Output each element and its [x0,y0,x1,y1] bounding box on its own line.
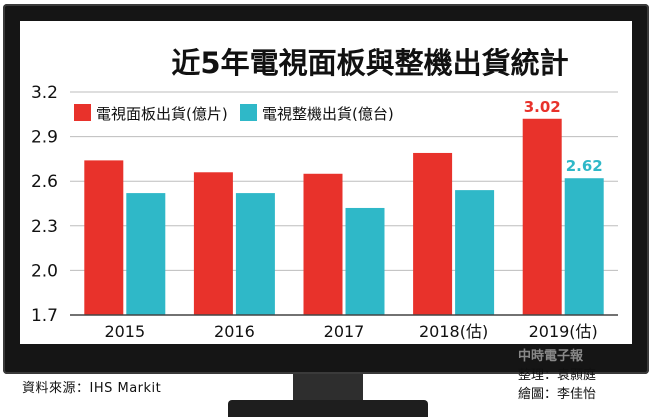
bar-tv-shipments [235,193,275,315]
chart-screen: 3.02 2.62 1.7 2.0 2.3 2.6 2.9 3.2 2015 2016 2017 2… [20,21,632,344]
credits: 中時電子報 整理：袁顥庭 繪圖：李佳怡 [518,347,648,404]
bar-tv-shipments [455,190,495,315]
watermark-logo: 中時電子報 [518,349,584,364]
x-tick-label: 2019(估) [529,322,598,341]
bar-panel-shipments [413,152,453,315]
x-tick-label: 2015 [104,322,145,341]
y-tick-label: 2.0 [31,261,58,281]
monitor-stand-neck [293,374,363,402]
editor-credit: 整理：袁顥庭 [518,368,597,383]
y-tick-label: 2.3 [31,217,58,237]
monitor-frame: 3.02 2.62 1.7 2.0 2.3 2.6 2.9 3.2 2015 2016 2017 2… [3,4,649,374]
bar-tv-shipments [345,207,385,315]
bar-panel-shipments [193,172,233,315]
legend-label: 電視整機出貨(億台) [262,105,394,123]
bar-tv-shipments [126,193,166,315]
bar-chart: 3.02 2.62 1.7 2.0 2.3 2.6 2.9 3.2 2015 2016 2017 2… [31,46,618,341]
x-tick-label: 2017 [324,322,365,341]
y-tick-label: 2.6 [31,172,58,192]
bar-panel-shipments [522,118,562,315]
monitor-stand-base [228,400,428,417]
legend-label: 電視面板出貨(億片) [96,105,228,123]
data-label: 2.62 [566,157,603,175]
y-tick-label: 3.2 [31,83,58,103]
data-label: 3.02 [524,98,561,116]
legend-swatch [74,104,91,121]
bar-panel-shipments [303,173,343,315]
chart-title: 近5年電視面板與整機出貨統計 [171,46,568,80]
x-tick-label: 2016 [214,322,255,341]
bar-tv-shipments [564,178,604,315]
data-source: 資料來源：IHS Markit [22,381,162,396]
y-tick-label: 1.7 [31,306,58,326]
artist-credit: 繪圖：李佳怡 [518,387,597,402]
legend-swatch [240,104,257,121]
y-tick-label: 2.9 [31,128,58,148]
bar-panel-shipments [84,160,124,315]
x-tick-label: 2018(估) [419,322,488,341]
